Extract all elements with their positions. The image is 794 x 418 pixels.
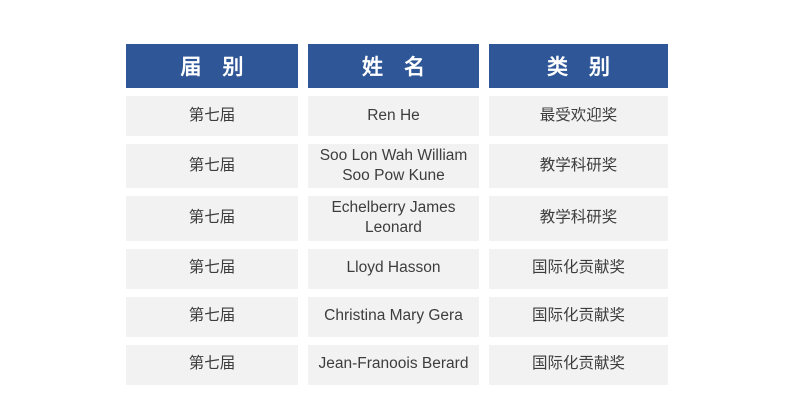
cell-session: 第七届 xyxy=(126,296,298,337)
cell-name: Jean-Franoois Berard xyxy=(308,344,479,385)
cell-session: 第七届 xyxy=(126,248,298,289)
cell-session: 第七届 xyxy=(126,344,298,385)
header-cell-name: 姓 名 xyxy=(308,44,479,88)
cell-category: 国际化贡献奖 xyxy=(489,248,668,289)
cell-category: 最受欢迎奖 xyxy=(489,96,668,136)
cell-category: 教学科研奖 xyxy=(489,144,668,189)
cell-name: Echelberry James Leonard xyxy=(308,196,479,241)
awards-table: 届 别 姓 名 类 别 第七届 Ren He 最受欢迎奖 第七届 Soo Lon… xyxy=(126,44,668,385)
cell-category: 教学科研奖 xyxy=(489,196,668,241)
cell-name: Soo Lon Wah William Soo Pow Kune xyxy=(308,144,479,189)
cell-session: 第七届 xyxy=(126,196,298,241)
cell-session: 第七届 xyxy=(126,144,298,189)
cell-name: Christina Mary Gera xyxy=(308,296,479,337)
header-cell-category: 类 别 xyxy=(489,44,668,88)
cell-category: 国际化贡献奖 xyxy=(489,344,668,385)
cell-category: 国际化贡献奖 xyxy=(489,296,668,337)
header-cell-session: 届 别 xyxy=(126,44,298,88)
cell-name: Ren He xyxy=(308,96,479,136)
cell-session: 第七届 xyxy=(126,96,298,136)
cell-name: Lloyd Hasson xyxy=(308,248,479,289)
